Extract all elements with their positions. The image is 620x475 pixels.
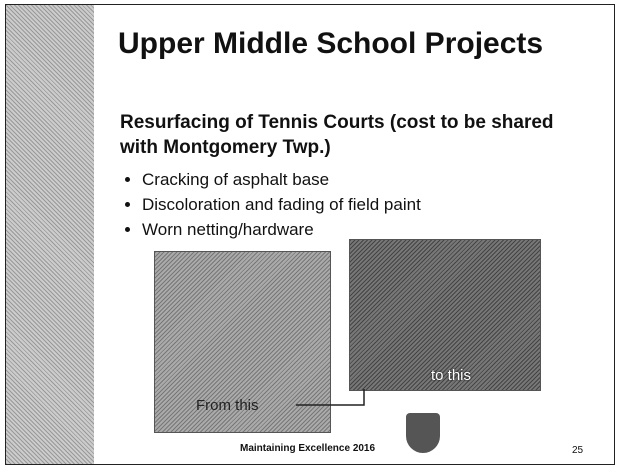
slide: Upper Middle School Projects Resurfacing…	[5, 4, 615, 465]
connector	[296, 389, 365, 406]
photo-after	[349, 239, 541, 391]
photo-before	[154, 251, 331, 433]
bullet: Worn netting/hardware	[142, 217, 421, 242]
slide-title: Upper Middle School Projects	[118, 27, 544, 60]
crest	[406, 413, 440, 453]
caption: to this	[431, 367, 472, 384]
bullet: Discoloration and fading of field paint	[142, 192, 421, 217]
decorative-band	[6, 5, 94, 464]
page-number: 25	[572, 445, 584, 456]
footer: Maintaining Excellence 2016	[240, 443, 376, 454]
section-heading: Resurfacing of Tennis Courts (cost to be…	[120, 112, 554, 158]
bullet-list: Cracking of asphalt base Discoloration a…	[126, 167, 421, 242]
bullet: Cracking of asphalt base	[142, 167, 421, 192]
caption: From this	[196, 397, 259, 414]
connector-line	[296, 389, 365, 406]
